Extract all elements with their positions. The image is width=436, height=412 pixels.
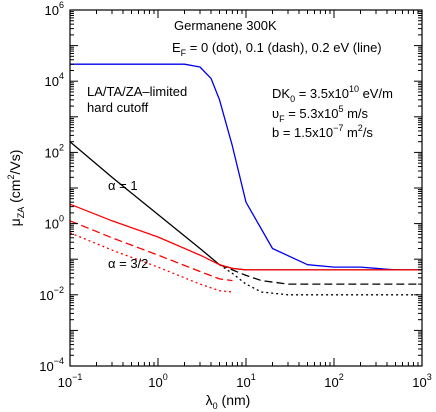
dk-unit: eV/m: [359, 86, 393, 101]
vf-symbol: υ: [272, 106, 279, 121]
y-axis-unit-sup: 2: [6, 175, 16, 180]
b-unit-rest: /s: [363, 125, 374, 140]
vf-sub: F: [279, 114, 285, 124]
fermi-energy-symbol: E: [172, 40, 181, 55]
y-axis-unit-open: (cm: [7, 180, 23, 207]
b-unit-m: m: [343, 125, 357, 140]
x-tick-label: 103: [412, 372, 431, 390]
b-unit-exponent: 2: [358, 123, 363, 133]
y-tick-label: 100: [45, 214, 64, 232]
y-tick-label: 10−2: [39, 285, 64, 303]
cutoff-note-line1: LA/TA/ZA–limited: [87, 84, 187, 99]
y-axis-symbol: μ: [7, 218, 23, 226]
x-axis-title: λ0 (nm): [206, 392, 251, 411]
y-tick-label: 106: [45, 0, 64, 18]
fermi-velocity-note: υF = 5.3x105 m/s: [272, 104, 369, 124]
y-axis-title: μZA (cm2/Vs): [6, 150, 26, 227]
x-tick-label: 101: [236, 372, 255, 390]
x-tick-label: 10−1: [58, 372, 83, 390]
curves-layer: [69, 63, 422, 296]
dk-exponent: 10: [349, 84, 359, 94]
dk-symbol: DK: [272, 86, 290, 101]
y-axis-sub: ZA: [16, 207, 26, 219]
x-tick-label: 100: [148, 372, 167, 390]
y-tick-label: 102: [45, 142, 64, 160]
dk-mantissa: = 3.5x10: [295, 86, 349, 101]
series-line-6: [69, 220, 233, 282]
series-line-2: [69, 141, 422, 271]
cutoff-note-line2: hard cutoff: [87, 100, 149, 115]
deformation-potential-note: DK0 = 3.5x1010 eV/m: [272, 84, 393, 104]
b-mantissa: b = 1.5x10: [272, 125, 333, 140]
fermi-energy-sub: F: [181, 48, 187, 58]
x-axis-sub: 0: [213, 401, 218, 411]
series-line-7: [69, 232, 233, 293]
series-line-1: [70, 63, 422, 271]
x-axis-unit: (nm): [218, 392, 251, 408]
b-exponent: −7: [333, 123, 343, 133]
vf-mantissa: = 5.3x10: [285, 106, 339, 121]
fermi-energy-values: = 0 (dot), 0.1 (dash), 0.2 eV (line): [186, 40, 381, 55]
chart-title: Germanene 300K: [174, 18, 277, 33]
series-line-3: [219, 264, 422, 285]
b-parameter-note: b = 1.5x10−7 m2/s: [272, 123, 373, 140]
dk-sub: 0: [290, 94, 295, 104]
y-tick-label: 10−4: [39, 356, 64, 374]
alpha-1-label: α = 1: [108, 178, 138, 193]
alpha-3-2-label: α = 3/2: [108, 256, 148, 271]
x-axis-symbol: λ: [206, 392, 213, 408]
vf-unit: m/s: [343, 106, 368, 121]
vf-exponent: 5: [338, 104, 343, 114]
fermi-energy-note: EF = 0 (dot), 0.1 (dash), 0.2 eV (line): [172, 40, 382, 58]
x-tick-label: 102: [324, 372, 343, 390]
series-line-5: [69, 203, 422, 271]
y-tick-label: 104: [45, 71, 64, 89]
y-axis-unit-close: /Vs): [7, 150, 23, 175]
